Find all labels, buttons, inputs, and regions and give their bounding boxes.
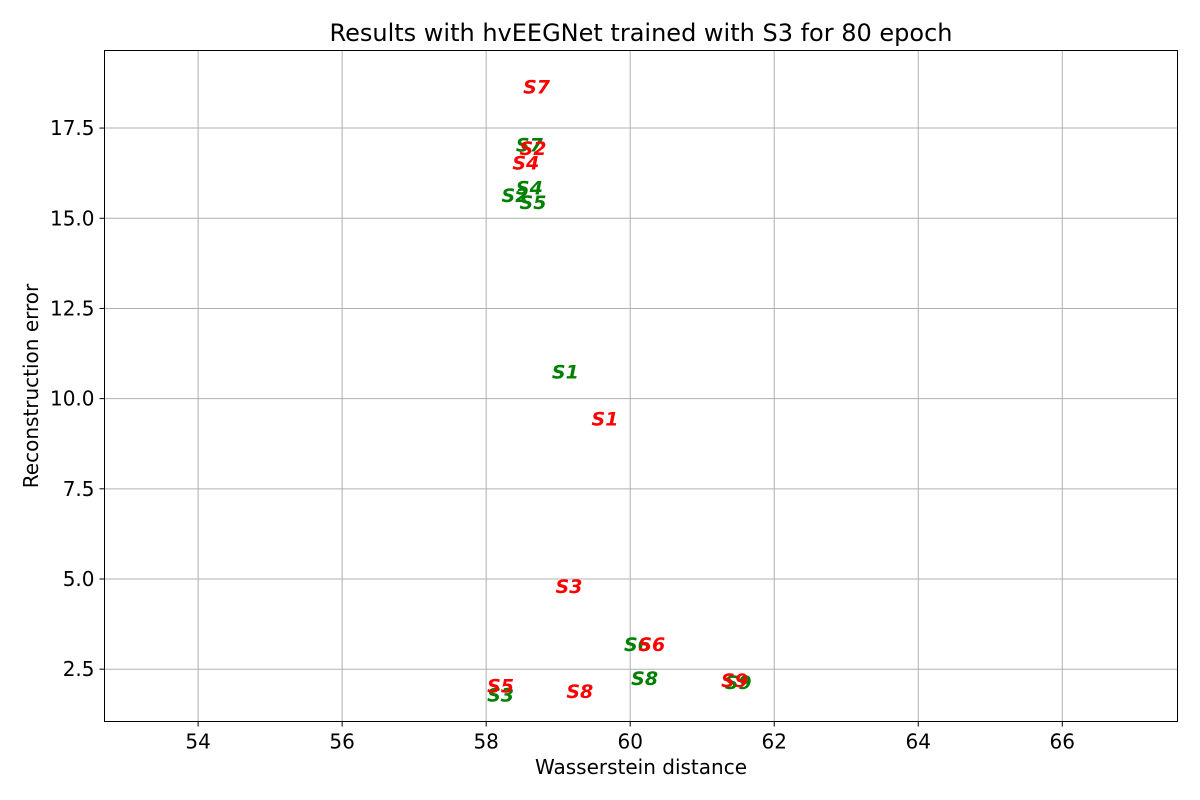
x-tick-label: 58	[473, 730, 498, 754]
y-tick-label: 7.5	[63, 477, 95, 501]
point-label-red-s2: S2	[520, 138, 547, 160]
x-tick-label: 64	[906, 730, 931, 754]
x-axis-ticks: 54 56 58 60 62 64 66	[185, 721, 1075, 754]
plot-frame	[104, 50, 1178, 722]
x-tick-label: 60	[617, 730, 642, 754]
grid-lines	[104, 50, 1178, 722]
point-label-red-s4: S4	[512, 152, 539, 174]
chart-title: Results with hvEEGNet trained with S3 fo…	[330, 19, 953, 47]
point-label-red-s8: S8	[566, 681, 593, 703]
point-label-green-s8: S8	[631, 668, 658, 690]
point-label-red-s6: S6	[638, 634, 665, 656]
point-label-red-s5: S5	[487, 675, 514, 697]
y-tick-label: 2.5	[63, 657, 95, 681]
point-label-green-s2: S2	[502, 185, 529, 207]
y-tick-label: 10.0	[50, 387, 95, 411]
x-tick-label: 54	[185, 730, 210, 754]
x-tick-label: 66	[1050, 730, 1075, 754]
point-label-green-s5: S5	[520, 192, 547, 214]
point-label-red-s3: S3	[556, 576, 583, 598]
y-tick-label: 12.5	[50, 296, 95, 320]
point-label-green-s1: S1	[552, 362, 579, 384]
point-label-green-s7: S7	[516, 134, 544, 156]
y-axis-label: Reconstruction error	[19, 283, 43, 488]
point-label-green-s4: S4	[516, 178, 543, 200]
point-label-red-s9: S9	[721, 670, 748, 692]
x-tick-label: 62	[761, 730, 786, 754]
point-label-red-s7: S7	[523, 77, 551, 99]
x-axis-label: Wasserstein distance	[535, 755, 747, 779]
point-label-green-s3: S3	[487, 684, 514, 706]
y-tick-label: 5.0	[63, 567, 95, 591]
y-axis-ticks: 2.5 5.0 7.5 10.0 12.5 15.0 17.5	[50, 116, 105, 681]
y-tick-label: 15.0	[50, 206, 95, 230]
point-label-green-s6: S6	[624, 634, 651, 656]
point-label-green-s9: S9	[725, 672, 752, 694]
point-label-red-s1: S1	[592, 408, 619, 430]
y-tick-label: 17.5	[50, 116, 95, 140]
x-tick-label: 56	[329, 730, 354, 754]
